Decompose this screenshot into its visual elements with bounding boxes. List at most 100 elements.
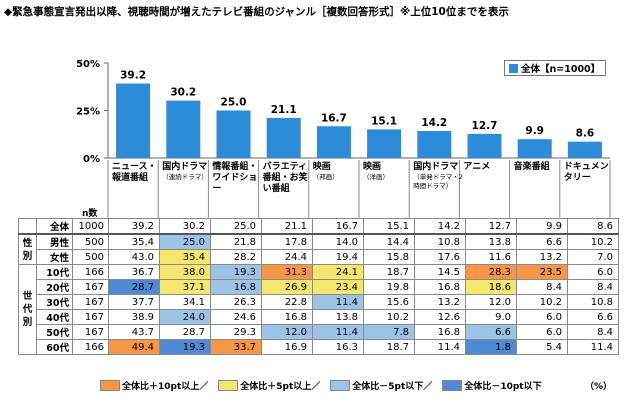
table-cell: 36.7 (108, 264, 160, 280)
table-cell: 8.4 (516, 279, 568, 295)
table-cell: 24.6 (210, 309, 262, 325)
y-tick-label: 25% (76, 107, 100, 118)
table-cell: 15.6 (363, 294, 415, 310)
bar-value-label: 14.2 (421, 117, 447, 129)
table-cell: 14.2 (414, 218, 466, 235)
n-header: n数 (82, 209, 98, 219)
table-cell: 23.4 (312, 279, 364, 295)
table-row: 性 別男性 500 35.4 25.0 21.8 17.8 14.0 14.4 10.8 13.8… (18, 233, 619, 265)
table-cell: 19.3 (159, 339, 211, 355)
bar-value-label: 12.7 (472, 120, 498, 132)
chart-title: ◆緊急事態宣言発出以降、視聴時間が増えたテレビ番組のジャンル［複数回答形式］※上… (4, 6, 509, 18)
table-cell: 26.9 (261, 279, 313, 295)
category-label: 情報番組・ワイドショー (212, 162, 258, 194)
table-cell: 17.6 (414, 249, 466, 265)
table-cell: 25.0 (210, 218, 262, 235)
table-cell: 10.8 (567, 294, 619, 310)
row-label: 40代 (36, 309, 73, 325)
bar (567, 141, 602, 158)
table-row: 50代 167 43.7 28.7 29.3 12.0 11.4 7.8 16.8 6.6 6.0 8… (19, 324, 619, 340)
table-cell: 28.3 (465, 264, 517, 280)
bar (166, 100, 201, 158)
table-cell: 12.0 (465, 294, 517, 310)
table-cell: 24.0 (159, 309, 211, 325)
table-cell: 11.4 (312, 294, 364, 310)
table-cell: 16.3 (312, 339, 364, 355)
bar (467, 133, 502, 158)
bar-value-label: 16.7 (321, 112, 347, 124)
bar (367, 129, 402, 158)
bar (517, 139, 552, 158)
table-row: 女性 500 43.0 35.4 28.2 24.4 19.4 15.8 17.6 11.6 13.… (19, 249, 619, 265)
row-label: 50代 (36, 324, 73, 340)
table-cell: 11.4 (312, 324, 364, 340)
category-label: 映画 （洋画） (363, 162, 389, 181)
category-label: 国内ドラマ （連続ドラマ） (162, 162, 208, 181)
highlight-legend-item: 全体比＋10pt以上／ (100, 379, 208, 392)
table-cell: 11.6 (465, 249, 517, 265)
table-cell: 15.8 (363, 249, 415, 265)
table-row: 世 代 別 10代 166 36.7 38.0 19.3 31.3 24.1 18.7 14.5 2… (18, 264, 619, 355)
highlight-legend-item: 全体比＋5pt以上／ (218, 379, 320, 392)
table-cell: 18.7 (363, 264, 415, 280)
legend-label: 全体【n=1000】 (521, 64, 601, 75)
table-cell: 13.8 (465, 233, 517, 250)
table-cell: 38.9 (108, 309, 160, 325)
row-label: 女性 (36, 249, 73, 265)
legend-label: 全体比－5pt以下／ (352, 382, 433, 392)
category-label: 映画 （邦画） (312, 162, 339, 181)
table-cell: 7.0 (567, 249, 619, 265)
group-label (18, 218, 37, 235)
category-label: アニメ (463, 162, 491, 172)
bar-value-label: 8.6 (576, 128, 595, 140)
category-label: ドキュメンタリー (563, 162, 609, 183)
table-cell: 43.0 (108, 249, 160, 265)
category-label: 国内ドラマ （単発ドラマ・2時間ドラマ） (413, 162, 463, 190)
table-cell: 10.2 (363, 309, 415, 325)
table-cell: 16.8 (414, 324, 466, 340)
category-label: 音楽番組 (513, 162, 550, 172)
table-cell: 6.6 (516, 233, 568, 250)
legend-swatch (509, 63, 518, 73)
row-n: 167 (72, 294, 109, 310)
table-cell: 10.2 (567, 233, 619, 250)
legend-swatch (442, 380, 463, 391)
legend-swatch (218, 380, 239, 391)
bar-value-label: 9.9 (525, 125, 544, 137)
table-cell: 23.5 (516, 264, 568, 280)
legend-swatch (330, 380, 351, 391)
row-n: 166 (72, 264, 109, 280)
table-cell: 16.8 (261, 309, 313, 325)
y-tick-label: 50% (76, 59, 100, 70)
category-label: バラエティ番組・お笑い番組 (262, 162, 308, 194)
bar-value-label: 21.1 (271, 104, 297, 116)
legend-label: 全体比＋5pt以上／ (240, 382, 321, 392)
bar-value-label: 30.2 (170, 87, 196, 99)
table-cell: 7.8 (363, 324, 415, 340)
group-label: 性 別 (18, 233, 37, 265)
group-label: 世 代 別 (18, 264, 37, 355)
table-cell: 19.3 (210, 264, 262, 280)
table-cell: 18.7 (363, 339, 415, 355)
row-n: 500 (72, 233, 109, 250)
table-cell: 5.4 (516, 339, 568, 355)
legend-label: 全体比－10pt以下 (464, 382, 542, 392)
table-cell: 19.4 (312, 249, 364, 265)
table-cell: 13.2 (516, 249, 568, 265)
category-label: ニュース・報道番組 (112, 162, 157, 183)
table-cell: 16.8 (210, 279, 262, 295)
crosstab-table: 全体 1000 39.2 30.2 25.0 21.1 16.7 15.1 14.2 12.7 9.… (18, 218, 619, 355)
table-cell: 10.8 (414, 233, 466, 250)
table-row: 40代 167 38.9 24.0 24.6 16.8 13.8 10.2 12.6 9.0 6.0… (19, 309, 619, 325)
y-tick-label: 0% (83, 154, 100, 165)
table-cell: 6.0 (516, 324, 568, 340)
table-cell: 6.0 (516, 309, 568, 325)
table-cell: 24.1 (312, 264, 364, 280)
table-cell: 9.9 (516, 218, 568, 235)
table-cell: 26.3 (210, 294, 262, 310)
table-cell: 22.8 (261, 294, 313, 310)
highlight-legend-item: 全体比－5pt以下／ (330, 379, 432, 392)
row-label: 30代 (36, 294, 73, 310)
unit-label: （%） (585, 382, 613, 392)
